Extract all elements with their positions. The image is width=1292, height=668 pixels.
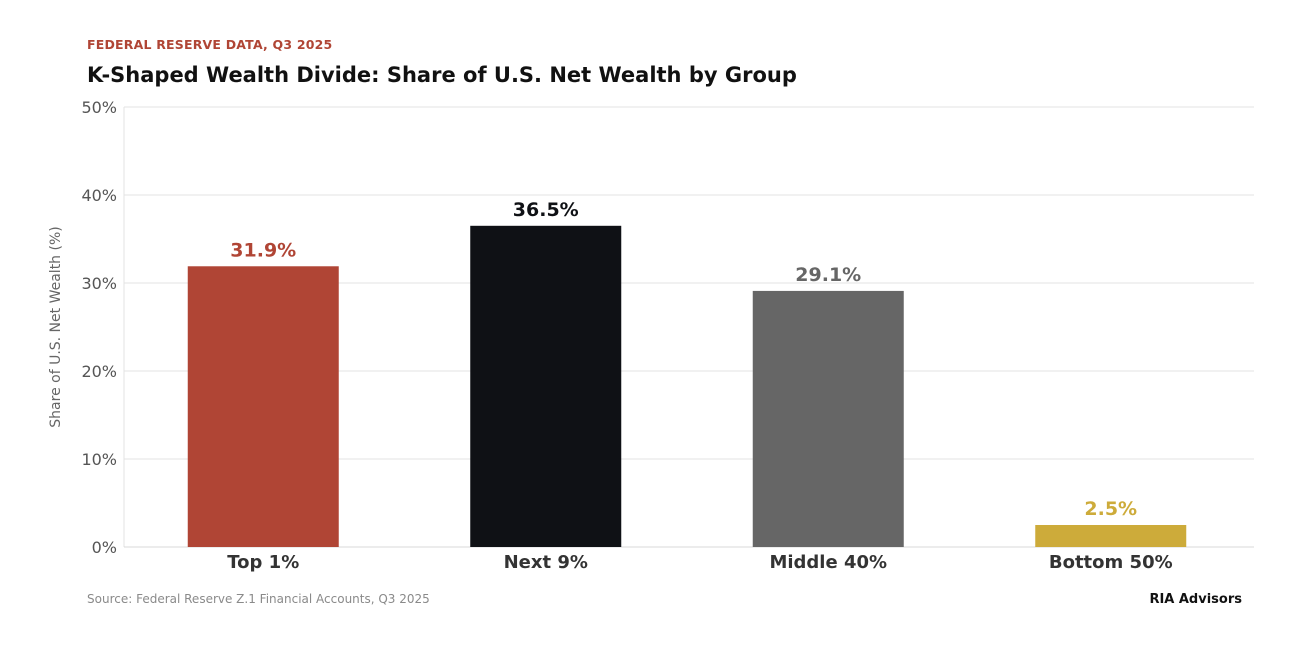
brand-logo: RIA Advisors	[1149, 592, 1242, 607]
bar	[187, 266, 339, 547]
chart-title: K-Shaped Wealth Divide: Share of U.S. Ne…	[87, 63, 797, 87]
y-tick-label: 20%	[81, 362, 117, 381]
data-label: 36.5%	[513, 199, 579, 221]
bar	[470, 225, 622, 548]
y-tick-label: 10%	[81, 450, 117, 469]
y-axis-label: Share of U.S. Net Wealth (%)	[48, 226, 64, 427]
value-labels: 31.9% 36.5% 29.1% 2.5%	[230, 199, 1137, 520]
y-tick-label: 50%	[81, 98, 117, 117]
chart-kicker: FEDERAL RESERVE DATA, Q3 2025	[87, 37, 333, 52]
y-tick-label: 30%	[81, 274, 117, 293]
x-axis-ticks: Top 1% Next 9% Middle 40% Bottom 50%	[227, 552, 1172, 573]
y-tick-label: 40%	[81, 186, 117, 205]
x-tick-label: Bottom 50%	[1049, 552, 1173, 573]
bars	[187, 225, 1187, 548]
y-axis-ticks: 0% 10% 20% 30% 40% 50%	[81, 98, 117, 557]
bar	[752, 290, 904, 547]
x-tick-label: Middle 40%	[769, 552, 887, 573]
data-label: 31.9%	[230, 239, 296, 261]
x-tick-label: Top 1%	[227, 552, 299, 573]
source-note: Source: Federal Reserve Z.1 Financial Ac…	[87, 592, 430, 606]
data-label: 29.1%	[795, 264, 861, 286]
bar	[1035, 525, 1187, 547]
data-label: 2.5%	[1084, 498, 1137, 520]
x-tick-label: Next 9%	[504, 552, 588, 573]
y-tick-label: 0%	[92, 538, 117, 557]
